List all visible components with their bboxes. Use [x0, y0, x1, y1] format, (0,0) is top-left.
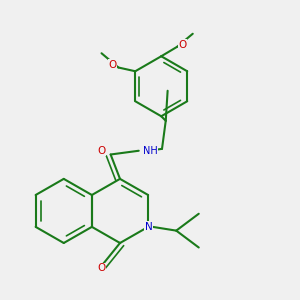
- Text: O: O: [178, 40, 187, 50]
- Text: O: O: [97, 263, 105, 273]
- Text: N: N: [145, 222, 153, 232]
- Text: NH: NH: [143, 146, 158, 156]
- Text: O: O: [97, 146, 105, 156]
- Text: O: O: [109, 59, 117, 70]
